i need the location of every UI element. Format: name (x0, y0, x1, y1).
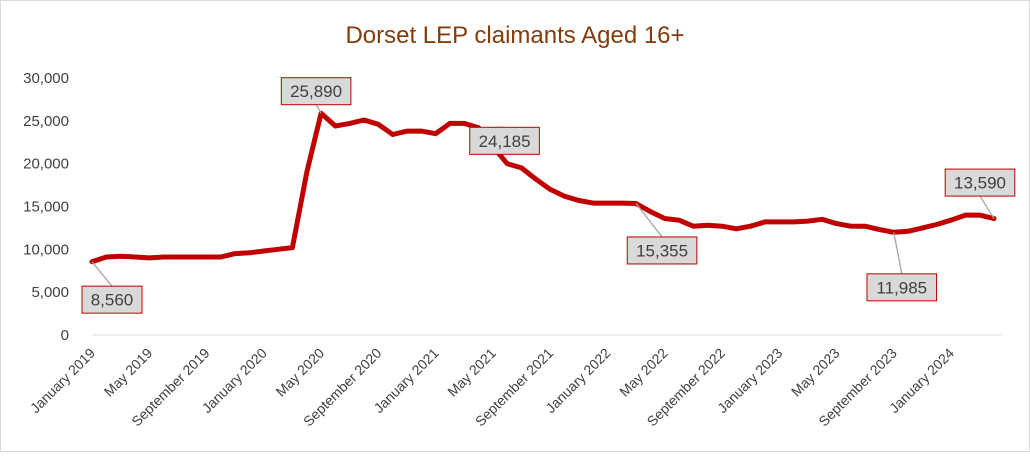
y-tick-label: 0 (61, 327, 69, 344)
data-label-leader (315, 104, 322, 114)
y-tick-label: 10,000 (23, 241, 69, 258)
x-tick-label: May 2023 (788, 345, 843, 400)
data-label: 13,590 (954, 174, 1006, 193)
x-tick-label: January 2019 (27, 345, 98, 416)
chart-title: Dorset LEP claimants Aged 16+ (345, 22, 684, 49)
x-tick-label: May 2019 (101, 345, 156, 400)
data-label-leader (91, 261, 113, 287)
y-tick-label: 20,000 (23, 156, 69, 173)
series-line (89, 110, 997, 265)
data-label-leader (979, 195, 995, 219)
y-tick-label: 15,000 (23, 199, 69, 216)
data-label: 11,985 (876, 278, 927, 297)
data-label-leader (893, 232, 903, 274)
y-axis: 0 5,000 10,000 15,000 20,000 25,000 30,000 (23, 70, 69, 344)
y-tick-label: 5,000 (31, 284, 69, 301)
data-label-box (944, 168, 1016, 197)
data-label: 8,560 (91, 291, 134, 310)
data-label-box (469, 126, 540, 155)
y-tick-label: 30,000 (23, 70, 69, 87)
data-label: 25,890 (290, 82, 342, 101)
data-label: 15,355 (636, 241, 688, 260)
data-label-box (81, 285, 143, 314)
x-tick-label: May 2021 (444, 345, 499, 400)
y-tick-label: 25,000 (23, 113, 69, 130)
x-tick-label: May 2022 (616, 345, 671, 400)
data-labels: 8,560 25,890 24,185 15,355 11,985 13,590 (81, 77, 1016, 314)
data-label: 24,185 (479, 132, 531, 151)
data-label-box (626, 236, 698, 265)
data-label-box (866, 273, 938, 302)
data-label-box (280, 77, 352, 106)
x-tick-label: May 2020 (272, 345, 327, 400)
data-label-leader (635, 203, 663, 238)
